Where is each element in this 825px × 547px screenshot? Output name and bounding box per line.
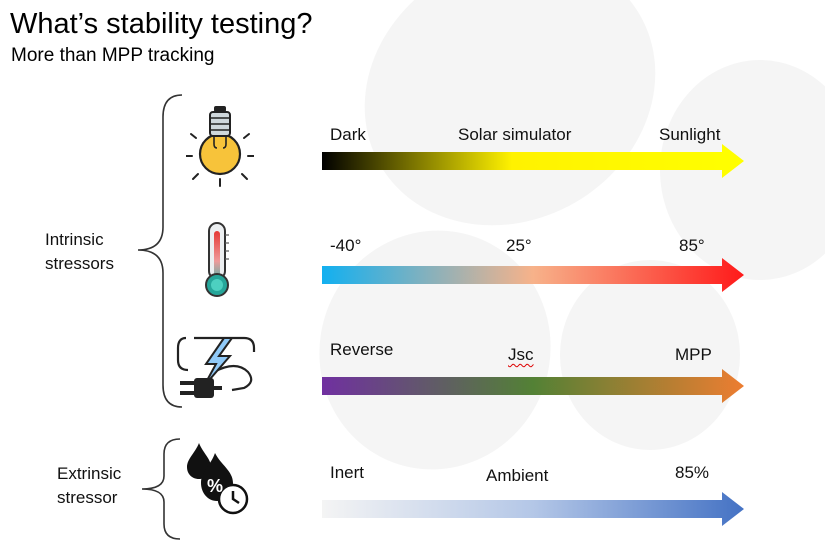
atmosphere-start-label: Inert [330,463,365,482]
extrinsic-brace [141,438,181,540]
bias-middle-label: Jsc [508,345,534,364]
atmosphere-middle-label: Ambient [486,466,549,485]
humidity-drops-icon: % [181,439,251,519]
background-shape [560,260,740,450]
bias-end-label: MPP [675,345,712,364]
temperature-start-label: -40° [330,236,362,255]
bias-start-label: Reverse [330,340,394,359]
plug-lightning-icon [176,336,256,398]
light-end-label: Sunlight [659,125,721,144]
bias-gradient-arrow [322,369,744,403]
light-start-label: Dark [330,125,366,144]
page-subtitle: More than MPP tracking [11,45,215,66]
intrinsic-label: Intrinsic stressors [45,230,114,273]
lightbulb-icon [186,106,254,187]
atmosphere-gradient-arrow [322,492,744,526]
extrinsic-label: Extrinsic stressor [57,464,122,507]
intrinsic-brace [137,94,183,408]
page-title: What’s stability testing? [10,8,313,40]
temperature-middle-label: 25° [506,236,532,255]
temperature-end-label: 85° [679,236,705,255]
atmosphere-end-label: 85% [675,463,710,482]
thermometer-icon [205,222,229,297]
temperature-gradient-arrow [322,258,744,292]
percent-symbol: % [207,476,223,496]
light-gradient-arrow [322,144,744,178]
light-middle-label: Solar simulator [458,125,572,144]
